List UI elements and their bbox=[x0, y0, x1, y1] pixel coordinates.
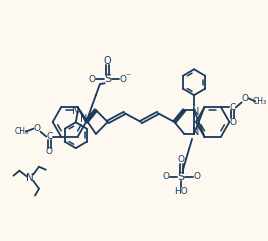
Text: N: N bbox=[72, 106, 80, 116]
Text: CH₃: CH₃ bbox=[252, 97, 266, 106]
Text: N: N bbox=[80, 114, 88, 123]
Text: S: S bbox=[104, 74, 111, 84]
Text: C: C bbox=[46, 132, 53, 141]
Text: +: + bbox=[87, 112, 94, 120]
Text: O: O bbox=[193, 172, 200, 181]
Text: O: O bbox=[178, 155, 185, 164]
Text: S: S bbox=[178, 172, 185, 182]
Text: O: O bbox=[120, 75, 127, 84]
Text: O: O bbox=[46, 147, 53, 156]
Text: HO: HO bbox=[174, 187, 188, 196]
Text: CH₃: CH₃ bbox=[15, 127, 29, 136]
Text: N: N bbox=[192, 107, 200, 117]
Text: N: N bbox=[192, 127, 200, 137]
Text: O: O bbox=[162, 172, 169, 181]
Text: O: O bbox=[241, 94, 248, 103]
Text: O: O bbox=[229, 118, 236, 127]
Text: ⁻: ⁻ bbox=[126, 72, 131, 82]
Text: O: O bbox=[104, 56, 111, 66]
Text: O: O bbox=[34, 124, 41, 133]
Text: C: C bbox=[230, 103, 236, 112]
Text: O: O bbox=[88, 75, 95, 84]
Text: N: N bbox=[26, 173, 34, 183]
